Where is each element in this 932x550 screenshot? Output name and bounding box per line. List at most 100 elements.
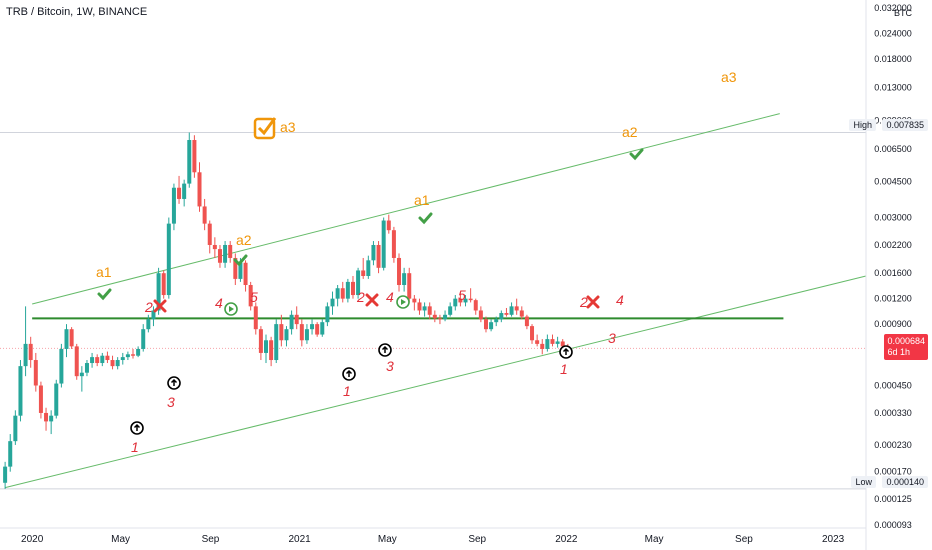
candle-body xyxy=(494,319,499,323)
candle-body xyxy=(550,339,555,344)
candle-body xyxy=(49,415,54,422)
y-tick-label: 0.018000 xyxy=(874,54,912,64)
candle-body xyxy=(335,288,340,299)
candle-body xyxy=(207,223,212,245)
candle-body xyxy=(223,244,228,263)
candle-body xyxy=(473,300,478,311)
wave-label: a1 xyxy=(96,264,112,280)
check-icon xyxy=(97,288,112,301)
y-tick-label: 0.004500 xyxy=(874,177,912,187)
candle-body xyxy=(519,310,524,317)
candle-body xyxy=(432,314,437,319)
candle-body xyxy=(212,244,217,250)
candle-body xyxy=(125,354,130,358)
arrow-up-glyph xyxy=(170,378,178,386)
x-tick-label: May xyxy=(378,534,397,545)
count-label: 4 xyxy=(616,292,624,308)
wave-label: a3 xyxy=(280,119,296,135)
count-label: 5 xyxy=(458,287,466,303)
high-value-tag: 0.007835 xyxy=(882,119,928,131)
y-tick-label: 0.000125 xyxy=(874,494,912,504)
candle-body xyxy=(371,244,376,261)
count-label: 1 xyxy=(343,383,351,399)
candle-body xyxy=(391,230,396,258)
candle-body xyxy=(545,339,550,349)
price-axis[interactable]: 0.0320000.0240000.0180000.0130000.009000… xyxy=(874,3,912,530)
candle-body xyxy=(499,313,504,320)
x-tick-label: Sep xyxy=(735,534,753,545)
candle-body xyxy=(3,466,8,483)
candle-body xyxy=(422,306,427,311)
candle-body xyxy=(166,223,171,296)
wave-label: a2 xyxy=(236,232,252,248)
candle-body xyxy=(417,302,422,311)
count-label: 2 xyxy=(356,289,365,305)
candle-body xyxy=(151,310,156,320)
candle-body xyxy=(468,298,473,301)
candle-body xyxy=(284,329,289,341)
x-tick-label: 2023 xyxy=(822,534,845,545)
grid-lines xyxy=(0,132,866,490)
candle-body xyxy=(463,298,468,303)
count-label: 3 xyxy=(167,394,175,410)
y-tick-label: 0.001200 xyxy=(874,294,912,304)
candle-body xyxy=(136,348,141,356)
x-tick-label: May xyxy=(645,534,664,545)
time-axis[interactable]: 2020 May Sep 2021 May Sep 2022 May Sep 2023 xyxy=(21,534,845,545)
y-tick-label: 0.024000 xyxy=(874,28,912,38)
candle-body xyxy=(84,363,89,373)
candle-body xyxy=(274,324,279,361)
candle-body xyxy=(412,298,417,303)
candle-body xyxy=(560,341,565,347)
candle-body xyxy=(177,187,182,199)
play-glyph xyxy=(401,299,406,305)
check-icon xyxy=(418,212,433,225)
candle-body xyxy=(315,324,320,335)
candle-body xyxy=(489,322,494,330)
candle-body xyxy=(509,306,514,315)
play-glyph xyxy=(229,306,234,312)
candle-body xyxy=(69,329,74,347)
candle-body xyxy=(54,383,59,416)
arrow-up-glyph xyxy=(381,345,389,353)
candle-body xyxy=(402,273,407,286)
wave-label: a3 xyxy=(721,69,737,85)
y-tick-label: 0.000230 xyxy=(874,440,912,450)
axis-currency: BTC xyxy=(894,8,913,18)
candle-body xyxy=(443,314,448,320)
candle-body xyxy=(320,322,325,335)
candle-body xyxy=(243,262,248,286)
y-tick-label: 0.000170 xyxy=(874,467,912,477)
candle-body xyxy=(64,329,69,349)
candle-body xyxy=(59,348,64,384)
x-tick-label: 2021 xyxy=(289,534,312,545)
cross-icon xyxy=(365,293,379,307)
candle-body xyxy=(350,281,355,296)
candle-body xyxy=(279,324,284,341)
candle-body xyxy=(555,341,560,344)
candle-body xyxy=(120,357,125,361)
candle-body xyxy=(361,270,366,276)
check-icon xyxy=(629,148,644,161)
candle-body xyxy=(202,206,207,224)
candle-body xyxy=(44,412,49,422)
low-label: Low xyxy=(851,476,876,488)
candle-body xyxy=(23,343,28,367)
candle-body xyxy=(478,310,483,320)
candle-body xyxy=(540,343,545,349)
candle-body xyxy=(18,366,23,416)
candle-body xyxy=(161,273,166,296)
candle-body xyxy=(289,314,294,330)
candle-body xyxy=(381,220,386,268)
y-tick-label: 0.013000 xyxy=(874,83,912,93)
y-tick-label: 0.001600 xyxy=(874,268,912,278)
candle-body xyxy=(79,372,84,377)
candle-body xyxy=(330,298,335,307)
count-label: 2 xyxy=(579,294,588,310)
cross-icon xyxy=(586,295,600,309)
last-price-tag: 0.000684 6d 1h xyxy=(884,334,928,360)
candle-body xyxy=(340,288,345,299)
candle-body xyxy=(253,306,258,330)
y-tick-label: 0.032000 xyxy=(874,3,912,13)
